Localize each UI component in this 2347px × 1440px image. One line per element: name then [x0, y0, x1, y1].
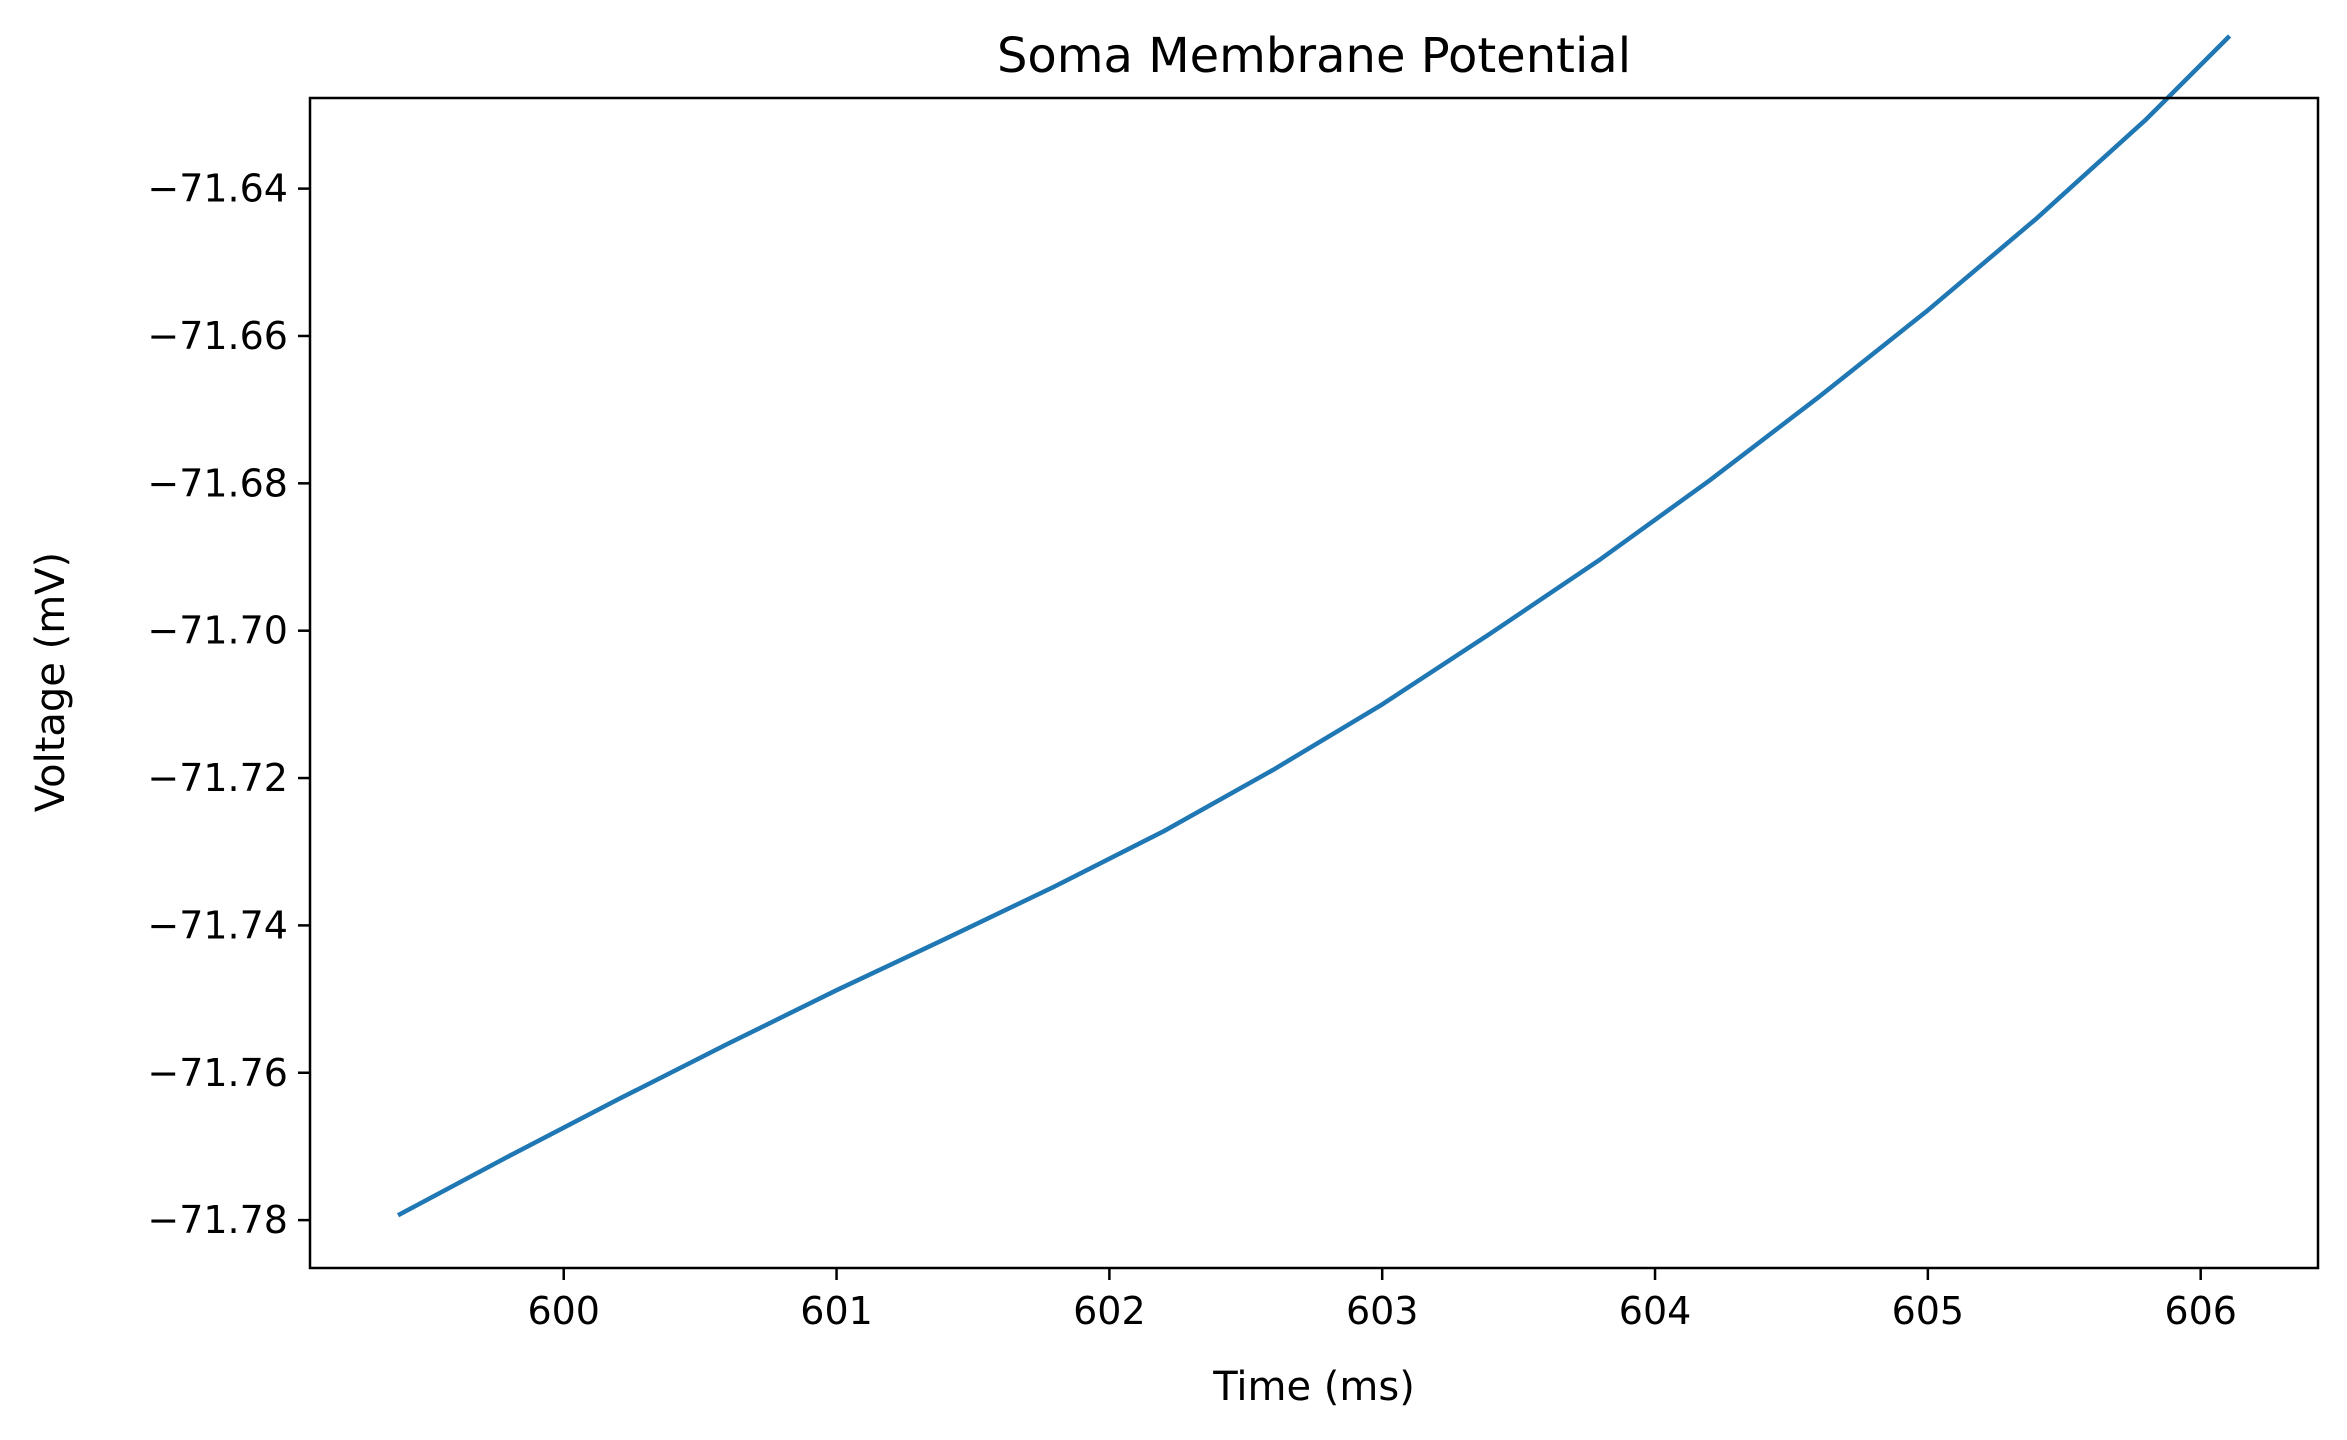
y-tick-label: −71.76 — [147, 1051, 288, 1095]
x-tick-label: 600 — [527, 1289, 600, 1333]
x-axis: 600 601 602 603 604 605 606 — [527, 1268, 2237, 1333]
x-tick-label: 606 — [2164, 1289, 2237, 1333]
plot-area — [396, 34, 2232, 1218]
y-tick-label: −71.72 — [147, 756, 288, 800]
x-tick-label: 601 — [800, 1289, 873, 1333]
series-line — [396, 34, 2232, 1218]
x-tick-label: 603 — [1346, 1289, 1419, 1333]
x-tick-label: 602 — [1073, 1289, 1146, 1333]
y-axis-title: Voltage (mV) — [28, 552, 74, 812]
plot-frame — [308, 96, 2320, 1270]
chart-title: Soma Membrane Potential — [997, 28, 1631, 84]
y-tick-label: −71.70 — [147, 609, 288, 653]
x-tick-label: 604 — [1619, 1289, 1692, 1333]
y-tick-label: −71.68 — [147, 461, 288, 505]
x-tick-label: 605 — [1892, 1289, 1965, 1333]
y-axis: −71.78 −71.76 −71.74 −71.72 −71.70 −71.68 −71.… — [147, 167, 310, 1242]
y-tick-label: −71.74 — [147, 903, 288, 947]
y-tick-label: −71.78 — [147, 1198, 288, 1242]
x-axis-title: Time (ms) — [1212, 1364, 1415, 1410]
y-tick-label: −71.66 — [147, 314, 288, 358]
y-tick-label: −71.64 — [147, 167, 288, 211]
